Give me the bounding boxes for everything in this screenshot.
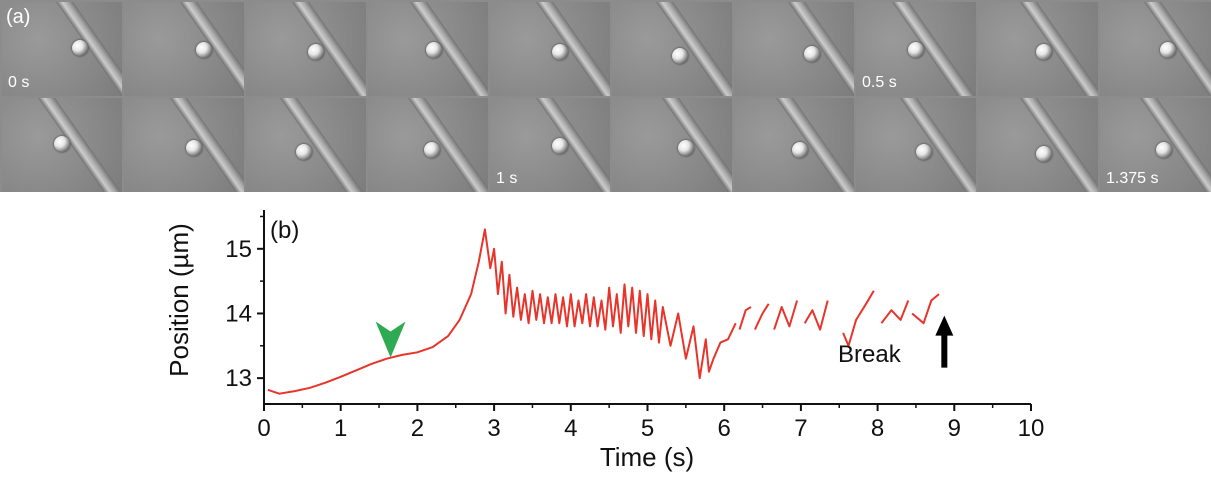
bead bbox=[916, 144, 932, 160]
break-arrow-head bbox=[935, 315, 954, 336]
microscopy-frame bbox=[124, 2, 244, 96]
microscopy-frame bbox=[246, 98, 366, 192]
bead bbox=[1156, 142, 1172, 158]
panel-b-chart: 0 1 2 3 4 5 6 7 8 9 10 13 14 15 (b) Time (s) Position… bbox=[164, 210, 1045, 472]
x-tick-label: 4 bbox=[564, 415, 577, 442]
bead bbox=[54, 136, 70, 152]
position-trace-segment bbox=[267, 228, 737, 395]
bead bbox=[1036, 44, 1052, 60]
y-axis-label: Position (µm) bbox=[164, 223, 194, 377]
bead bbox=[186, 140, 202, 156]
microscopy-frame bbox=[734, 98, 854, 192]
bead bbox=[672, 48, 688, 64]
microscopy-frame bbox=[2, 98, 122, 192]
bead bbox=[792, 142, 808, 158]
chart-axes bbox=[263, 210, 1031, 405]
bead bbox=[196, 42, 212, 58]
x-axis-label: Time (s) bbox=[600, 442, 694, 472]
microscopy-frame bbox=[612, 98, 732, 192]
panel-b-label: (b) bbox=[270, 217, 299, 244]
microscopy-frame bbox=[978, 98, 1098, 192]
chart-ticks: 0 1 2 3 4 5 6 7 8 9 10 13 14 15 bbox=[225, 215, 1045, 442]
microscopy-frame bbox=[612, 2, 732, 96]
microscopy-frame bbox=[490, 2, 610, 96]
bead bbox=[804, 46, 820, 62]
frame-time-label: 0 s bbox=[8, 74, 30, 91]
filament bbox=[992, 98, 1098, 192]
bead bbox=[908, 42, 924, 58]
panel-a-frame-strip: 0 s 0.5 s 1 s 1.375 s bbox=[0, 0, 1211, 192]
microscopy-frame bbox=[368, 98, 488, 192]
x-tick-label: 7 bbox=[794, 415, 807, 442]
microscopy-frame: 0.5 s bbox=[856, 2, 976, 96]
microscopy-frame: 0 s bbox=[2, 2, 122, 96]
x-tick-label: 10 bbox=[1018, 415, 1045, 442]
panel-a-label: (a) bbox=[6, 6, 31, 28]
green-arrowhead-marker bbox=[375, 321, 406, 358]
break-annotation: Break bbox=[838, 341, 902, 368]
x-tick-label: 2 bbox=[411, 415, 424, 442]
chart-series bbox=[267, 228, 940, 395]
microscopy-frame bbox=[978, 2, 1098, 96]
bead bbox=[426, 42, 442, 58]
bead bbox=[1036, 146, 1052, 162]
microscopy-frame: 1 s bbox=[490, 98, 610, 192]
position-trace-segment bbox=[880, 300, 910, 324]
bead bbox=[72, 40, 88, 56]
microscopy-frame bbox=[124, 98, 244, 192]
bead bbox=[1160, 42, 1176, 58]
bead bbox=[308, 44, 324, 60]
position-trace-segment bbox=[911, 293, 940, 325]
chart-annotations bbox=[375, 315, 954, 368]
bead bbox=[552, 44, 568, 60]
frame-time-label: 1 s bbox=[496, 170, 518, 187]
x-tick-label: 5 bbox=[641, 415, 654, 442]
x-tick-label: 6 bbox=[718, 415, 731, 442]
position-trace-segment bbox=[738, 306, 752, 330]
y-tick-label: 15 bbox=[225, 236, 252, 263]
bead bbox=[552, 138, 568, 154]
x-tick-label: 0 bbox=[257, 415, 270, 442]
microscopy-frame bbox=[734, 2, 854, 96]
y-tick-label: 14 bbox=[225, 300, 252, 327]
position-trace-segment bbox=[753, 303, 770, 331]
x-tick-label: 9 bbox=[948, 415, 961, 442]
x-tick-label: 3 bbox=[487, 415, 500, 442]
frame-time-label: 1.375 s bbox=[1106, 170, 1159, 187]
bead bbox=[424, 142, 440, 158]
microscopy-frame bbox=[368, 2, 488, 96]
frame-time-label: 0.5 s bbox=[862, 74, 897, 91]
position-trace-segment bbox=[773, 300, 799, 330]
position-trace-segment bbox=[803, 300, 829, 331]
microscopy-frame bbox=[1100, 2, 1211, 96]
microscopy-frame bbox=[856, 98, 976, 192]
bead bbox=[296, 144, 312, 160]
bead bbox=[678, 140, 694, 156]
position-trace-segment bbox=[842, 290, 875, 347]
microscopy-frame bbox=[246, 2, 366, 96]
y-tick-label: 13 bbox=[225, 365, 252, 392]
microscopy-frame: 1.375 s bbox=[1100, 98, 1211, 192]
x-tick-label: 1 bbox=[334, 415, 347, 442]
x-tick-label: 8 bbox=[871, 415, 884, 442]
